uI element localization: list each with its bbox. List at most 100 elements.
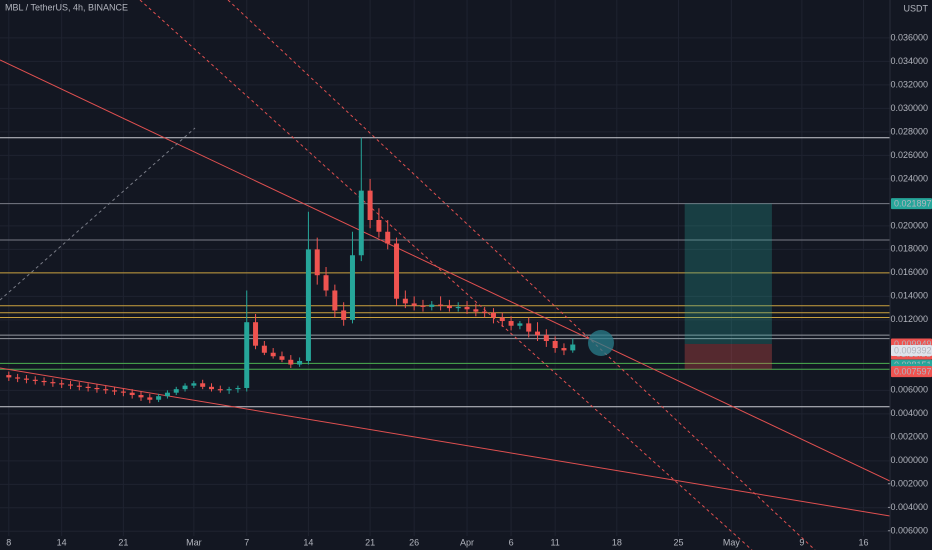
- marker-circle: [588, 330, 614, 356]
- candle-body: [50, 382, 56, 384]
- candle-body: [297, 360, 303, 365]
- y-tick-label: 0.016000: [890, 267, 928, 277]
- candle-body: [41, 380, 47, 383]
- candle-body: [499, 317, 505, 322]
- y-tick-label: 0.004000: [890, 408, 928, 418]
- x-tick-label: May: [723, 537, 741, 547]
- y-tick-label: 0.012000: [890, 314, 928, 324]
- candle-body: [288, 359, 294, 365]
- candle-body: [438, 304, 444, 306]
- candle-body: [85, 386, 91, 388]
- candle-body: [341, 310, 347, 320]
- x-tick-label: 21: [118, 537, 128, 547]
- candle-body: [473, 309, 479, 312]
- price-label-box: [891, 198, 932, 210]
- candle-body: [217, 389, 223, 391]
- y-tick-label: 0.026000: [890, 150, 928, 160]
- candle-body: [429, 304, 435, 307]
- candle-body: [76, 385, 82, 387]
- candle-body: [358, 190, 364, 256]
- candle-body: [446, 305, 452, 309]
- candle-body: [244, 322, 250, 388]
- trendline: [0, 59, 891, 482]
- candle-body: [508, 321, 514, 326]
- y-unit: USDT: [904, 3, 929, 13]
- target-zone: [684, 203, 772, 344]
- candle-body: [156, 396, 162, 400]
- candle-body: [182, 385, 188, 390]
- y-tick-label: 0.006000: [890, 385, 928, 395]
- candle-body: [455, 306, 461, 309]
- candle-body: [270, 352, 276, 357]
- candle-body: [314, 249, 320, 276]
- candle-body: [367, 190, 373, 221]
- candle-body: [164, 392, 170, 397]
- candle-body: [261, 345, 267, 353]
- price-label: 0.009392: [894, 345, 932, 355]
- candle-body: [94, 387, 100, 390]
- candle-body: [570, 344, 576, 351]
- candle-body: [517, 323, 523, 326]
- y-tick-label: 0.018000: [890, 244, 928, 254]
- price-label: 0.021897: [894, 198, 932, 208]
- candle-body: [490, 312, 496, 318]
- candle-body: [411, 303, 417, 306]
- x-tick-label: 8: [6, 537, 11, 547]
- candle-body: [482, 311, 488, 313]
- candles: [6, 137, 576, 404]
- x-tick-label: 9: [799, 537, 804, 547]
- y-tick-label: 0.036000: [890, 32, 928, 42]
- candle-body: [6, 375, 12, 378]
- candle-body: [147, 397, 153, 400]
- candle-body: [464, 306, 470, 310]
- candle-body: [120, 391, 126, 393]
- candle-body: [67, 384, 73, 386]
- price-label-box: [891, 344, 932, 356]
- dashed-trendline: [0, 127, 196, 301]
- y-tick-label: -0.006000: [887, 526, 928, 536]
- candle-body: [200, 383, 206, 387]
- candle-body: [535, 331, 541, 336]
- x-tick-label: 16: [859, 537, 869, 547]
- candle-body: [420, 305, 426, 307]
- x-tick-label: 14: [57, 537, 67, 547]
- levels: [0, 137, 890, 408]
- stop-zone: [684, 343, 772, 370]
- candle-body: [332, 290, 338, 311]
- y-tick-label: 0.032000: [890, 79, 928, 89]
- candle-body: [138, 395, 144, 398]
- trendline: [0, 367, 891, 517]
- price-axis: [890, 0, 932, 550]
- candle-body: [376, 220, 382, 232]
- x-tick-label: 7: [244, 537, 249, 547]
- price-label-box: [891, 366, 932, 378]
- x-tick-label: 18: [612, 537, 622, 547]
- candle-body: [235, 387, 241, 390]
- position-box: [684, 203, 772, 370]
- y-tick-label: 0.034000: [890, 56, 928, 66]
- candle-body: [15, 377, 21, 379]
- x-tick-label: 21: [365, 537, 375, 547]
- candle-body: [129, 392, 135, 396]
- candle-body: [552, 340, 558, 349]
- candle-body: [253, 322, 259, 346]
- x-tick-label: Apr: [460, 537, 474, 547]
- x-tick-label: Mar: [186, 537, 202, 547]
- y-tick-label: 0.002000: [890, 432, 928, 442]
- candle-body: [385, 231, 391, 244]
- chart-title: MBL / TetherUS, 4h, BINANCE: [5, 2, 128, 12]
- candle-body: [23, 378, 29, 380]
- candle-body: [112, 390, 118, 392]
- candle-body: [32, 379, 38, 381]
- candle-body: [543, 335, 549, 341]
- y-tick-label: 0.014000: [890, 291, 928, 301]
- candle-body: [526, 323, 532, 332]
- price-label: 0.007597: [894, 366, 932, 376]
- candle-body: [208, 386, 214, 390]
- candle-body: [349, 255, 355, 320]
- candle-body: [305, 249, 311, 361]
- axis-labels: 0.036000 0.034000 0.032000 0.030000 0.028000…: [6, 32, 932, 547]
- dashed-trendline: [139, 0, 753, 550]
- x-tick-label: 11: [550, 537, 559, 547]
